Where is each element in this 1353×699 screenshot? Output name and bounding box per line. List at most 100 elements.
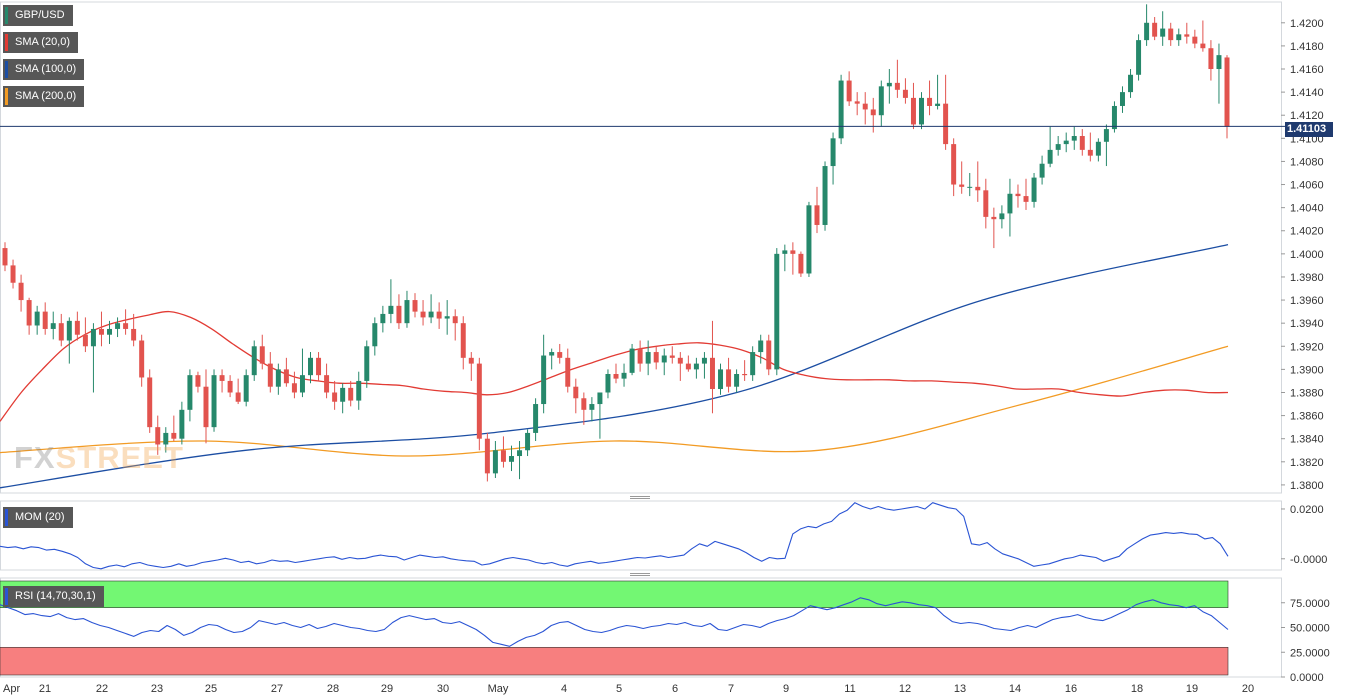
rsi-tick-label: 25.0000 — [1290, 647, 1330, 659]
candle — [1039, 155, 1045, 185]
candle-body — [629, 348, 635, 373]
candle — [886, 69, 892, 104]
candle-body — [943, 103, 949, 145]
legend-mom[interactable]: MOM (20) — [3, 507, 73, 528]
x-tick-label: 21 — [39, 683, 51, 695]
candle — [74, 311, 80, 341]
x-tick-label: 11 — [844, 683, 855, 695]
candle-body — [26, 300, 32, 326]
candle-body — [356, 380, 362, 401]
y-tick-label: 1.3820 — [1290, 457, 1324, 469]
candle — [219, 369, 225, 393]
watermark-street: STREET — [55, 440, 184, 475]
candle — [790, 242, 796, 275]
candle-body — [517, 450, 523, 457]
candle-body — [910, 97, 916, 125]
candle-body — [902, 89, 908, 98]
pane-resize-handle[interactable] — [630, 573, 650, 576]
rsi-overbought-zone — [0, 580, 1229, 609]
candle-body — [155, 427, 161, 445]
candle-body — [291, 383, 297, 393]
moving-averages — [0, 243, 1229, 489]
legend-sma200[interactable]: SMA (200,0) — [3, 86, 85, 107]
rsi-tick-label: 0.0000 — [1290, 672, 1324, 684]
candle — [1144, 4, 1150, 46]
candle-body — [42, 311, 48, 329]
candle-body — [991, 216, 997, 220]
candle — [1103, 124, 1109, 167]
legend-symbol-label: GBP/USD — [15, 9, 65, 21]
candle — [894, 59, 900, 98]
legend-mom-label: MOM (20) — [15, 511, 65, 523]
candle-body — [661, 355, 667, 363]
x-axis-labels: Apr 21 22 23 25 27 28 29 30 May 4 5 6 7 9 11 12 13 14 16 18 1… — [3, 683, 1254, 695]
candle — [18, 274, 24, 312]
candle-body — [830, 138, 836, 167]
candle-body — [171, 432, 177, 439]
candle — [1111, 101, 1117, 133]
candle-body — [66, 320, 72, 341]
x-tick-label: 12 — [899, 683, 911, 695]
candle-body — [492, 450, 498, 474]
candle — [1023, 178, 1029, 210]
candle — [798, 251, 804, 277]
candle-body — [701, 357, 707, 364]
candle — [107, 320, 113, 344]
x-tick-label: 6 — [672, 683, 678, 695]
candle — [364, 340, 370, 388]
candle-body — [1103, 129, 1109, 142]
candle-body — [147, 377, 153, 428]
candle-body — [1079, 136, 1085, 150]
candle-body — [1071, 136, 1077, 141]
candle — [693, 357, 699, 379]
candle-body — [1200, 43, 1206, 49]
candle — [267, 352, 273, 393]
y-tick-label: 1.4080 — [1290, 156, 1324, 168]
candle — [155, 415, 161, 455]
candle-body — [444, 316, 450, 319]
candle-body — [219, 375, 225, 381]
x-tick-label: 5 — [616, 683, 622, 695]
candle — [999, 205, 1005, 229]
candle-body — [581, 398, 587, 410]
candle-body — [275, 369, 281, 387]
candle-body — [1023, 196, 1029, 202]
candle-body — [645, 352, 651, 364]
candle — [750, 346, 756, 381]
candle — [517, 441, 523, 480]
candle — [846, 71, 852, 106]
candle-body — [693, 363, 699, 370]
x-tick-label: 16 — [1065, 683, 1077, 695]
rsi-zones — [0, 580, 1229, 676]
candle-body — [878, 86, 884, 116]
x-tick-label: 22 — [96, 683, 108, 695]
candle-body — [1192, 36, 1198, 44]
candle-body — [1047, 149, 1053, 164]
legend-symbol[interactable]: GBP/USD — [3, 5, 73, 26]
candle-body — [1087, 149, 1093, 156]
candle-body — [58, 323, 64, 341]
candle — [854, 92, 860, 116]
legend-sma20-label: SMA (20,0) — [15, 36, 71, 48]
candle — [718, 363, 724, 395]
candle — [468, 352, 474, 381]
candle — [1079, 129, 1085, 156]
candle — [943, 74, 949, 150]
candle-body — [798, 253, 804, 274]
legend-sma100[interactable]: SMA (100,0) — [3, 59, 85, 80]
candle-body — [886, 82, 892, 87]
last-price-label: 1.41103 — [1285, 122, 1333, 137]
candle — [910, 82, 916, 130]
candle — [701, 352, 707, 379]
legend-rsi[interactable]: RSI (14,70,30,1) — [3, 586, 104, 607]
legend-sma20[interactable]: SMA (20,0) — [3, 32, 79, 53]
candle-body — [862, 103, 868, 110]
candle — [1160, 11, 1166, 46]
candle — [171, 415, 177, 442]
candle-body — [115, 323, 121, 329]
candle-body — [1015, 193, 1021, 197]
candle-body — [1095, 141, 1101, 156]
y-tick-label: 1.4140 — [1290, 87, 1324, 99]
pane-resize-handle[interactable] — [630, 496, 650, 499]
candle-body — [637, 348, 643, 364]
